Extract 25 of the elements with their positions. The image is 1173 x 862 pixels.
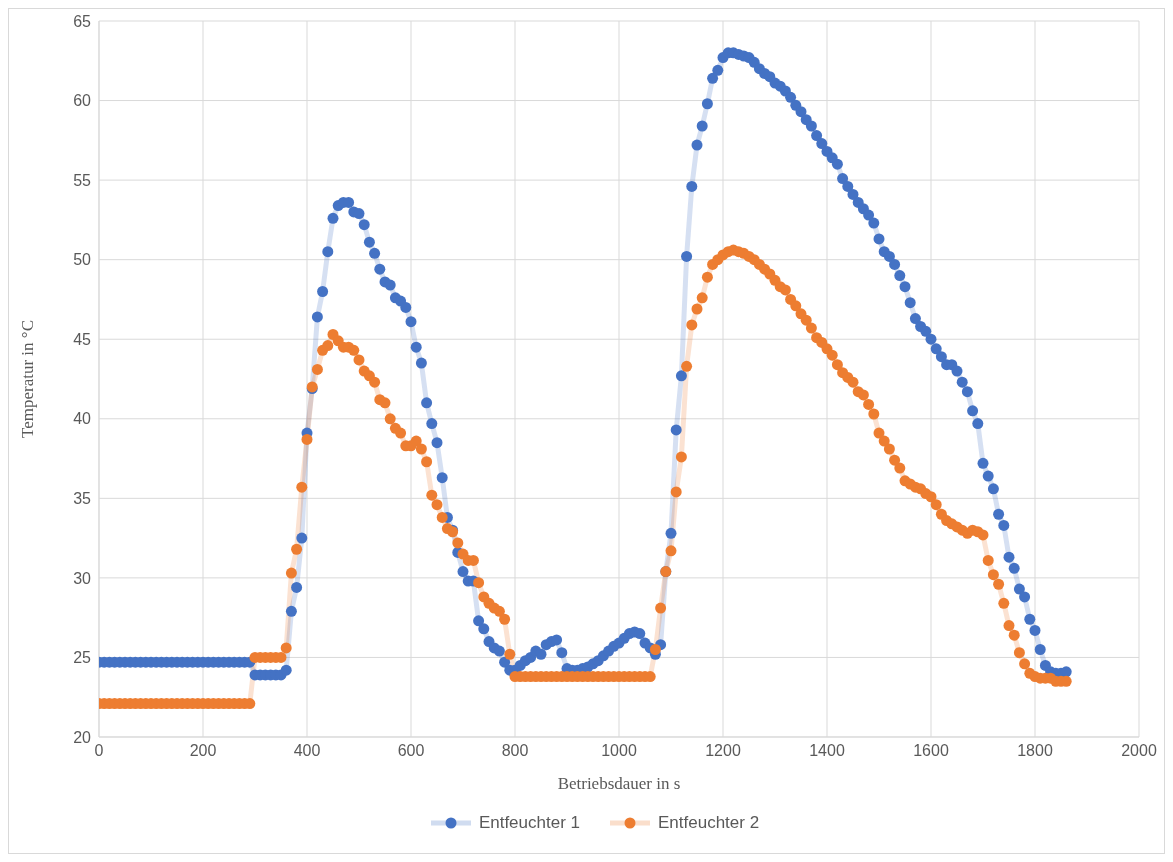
x-tick-label: 1200 bbox=[705, 742, 741, 760]
y-axis-title: Temperatur in °C bbox=[18, 320, 38, 438]
y-tick-label: 50 bbox=[73, 251, 92, 269]
x-tick-label: 400 bbox=[293, 742, 321, 760]
y-tick-label: 25 bbox=[73, 649, 92, 667]
x-tick-label: 600 bbox=[397, 742, 425, 760]
y-tick-label: 20 bbox=[73, 728, 92, 746]
y-tick-label: 55 bbox=[73, 171, 92, 189]
y-tick-label: 45 bbox=[73, 330, 92, 348]
x-tick-label: 200 bbox=[189, 742, 217, 760]
x-tick-label: 1400 bbox=[809, 742, 845, 760]
x-tick-label: 800 bbox=[501, 742, 529, 760]
y-tick-label: 35 bbox=[73, 490, 92, 508]
y-tick-label: 60 bbox=[73, 92, 92, 110]
x-tick-label: 2000 bbox=[1121, 742, 1157, 760]
y-tick-label: 65 bbox=[73, 12, 92, 30]
x-tick-label: 1600 bbox=[913, 742, 949, 760]
x-tick-label: 0 bbox=[94, 742, 104, 760]
x-tick-label: 1800 bbox=[1017, 742, 1053, 760]
x-tick-label: 1000 bbox=[601, 742, 637, 760]
legend-label: Entfeuchter 2 bbox=[658, 813, 760, 833]
legend-label: Entfeuchter 1 bbox=[478, 813, 580, 833]
y-tick-label: 40 bbox=[73, 410, 92, 428]
y-tick-label: 30 bbox=[73, 569, 92, 587]
x-axis-title: Betriebsdauer in s bbox=[557, 774, 681, 793]
